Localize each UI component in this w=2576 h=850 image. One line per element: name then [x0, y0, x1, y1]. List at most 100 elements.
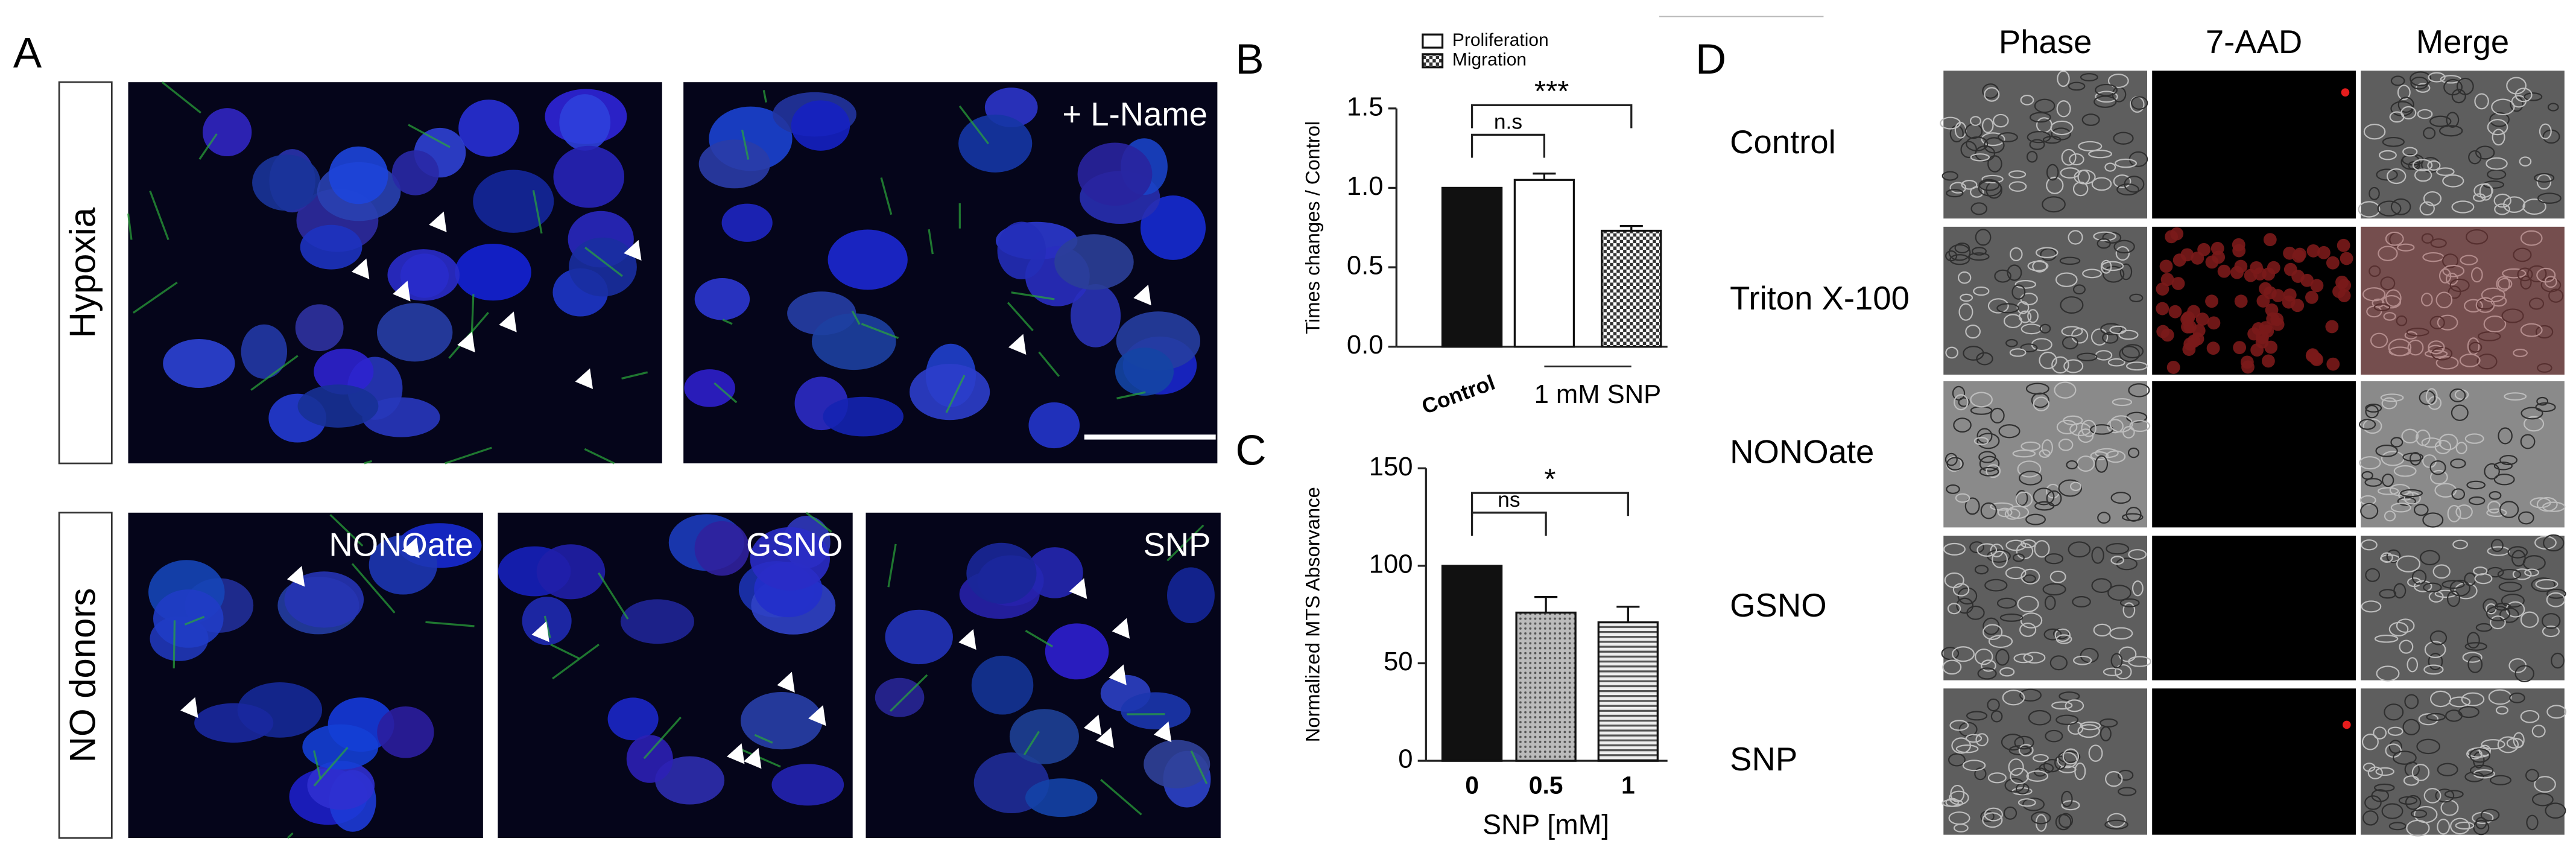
cell	[2388, 338, 2412, 357]
y-tick-label: 0	[1398, 745, 1413, 774]
cell	[2051, 356, 2069, 374]
cell	[1974, 565, 1989, 575]
stained-cell	[2234, 294, 2248, 308]
cell	[1999, 614, 2024, 622]
cell	[2082, 268, 2102, 279]
stained-cell	[2325, 320, 2339, 334]
stained-cell	[2191, 251, 2204, 265]
cell	[1970, 392, 1993, 408]
cell	[2383, 312, 2396, 321]
cell	[2007, 264, 2022, 281]
nucleus	[1115, 347, 1174, 396]
cell	[2476, 354, 2498, 370]
cell	[2401, 428, 2419, 444]
cell	[2360, 503, 2379, 519]
cell	[2474, 573, 2493, 585]
cell	[1954, 394, 1969, 411]
cell	[2025, 513, 2046, 525]
cell	[1983, 137, 2005, 154]
cell	[2546, 705, 2567, 719]
cell	[2518, 511, 2534, 525]
cell	[2057, 70, 2070, 87]
cell	[2005, 539, 2027, 551]
cell	[2046, 490, 2062, 507]
cell	[1949, 790, 1969, 805]
nucleus	[811, 313, 896, 370]
row-label-box	[58, 512, 113, 839]
panel-letter: A	[13, 29, 42, 77]
cell	[2475, 817, 2487, 829]
row-label: Hypoxia	[63, 207, 103, 338]
cell	[2451, 488, 2466, 500]
cell	[1969, 541, 1985, 554]
row-label: NONOate	[1730, 434, 1874, 471]
cell	[2125, 507, 2142, 522]
stained-cell	[2171, 277, 2185, 290]
cell	[2406, 328, 2429, 337]
cell	[1945, 452, 1958, 466]
significance-bracket	[1470, 512, 1547, 536]
cell	[2437, 763, 2458, 776]
cell	[2548, 288, 2564, 303]
cell	[2042, 196, 2066, 213]
cell	[2091, 547, 2104, 564]
cell	[1948, 811, 1970, 825]
micrograph	[2361, 688, 2565, 835]
cell	[1968, 252, 1990, 261]
cell	[2119, 598, 2140, 607]
cell	[2107, 813, 2126, 828]
cell	[2411, 569, 2427, 585]
cell	[2541, 613, 2561, 629]
cell	[1958, 303, 1973, 321]
cell	[2080, 721, 2101, 731]
cell	[2116, 183, 2139, 196]
cell	[2419, 201, 2435, 216]
cell	[2519, 156, 2532, 167]
cell	[2414, 805, 2438, 823]
cell	[2014, 280, 2037, 289]
cell	[2467, 747, 2491, 758]
cell	[2465, 229, 2489, 245]
nucleus	[329, 146, 388, 205]
cell	[2489, 775, 2512, 785]
membrane	[597, 572, 629, 620]
cell	[2362, 287, 2386, 302]
cell	[2046, 163, 2059, 181]
cell	[1964, 497, 1980, 515]
membrane	[149, 190, 169, 241]
cell	[1970, 202, 1988, 215]
cell	[2429, 115, 2452, 127]
cell	[2470, 267, 2483, 283]
cell	[2547, 103, 2559, 112]
membrane	[133, 281, 178, 314]
cell	[2438, 268, 2452, 284]
cell	[2131, 580, 2144, 597]
cell	[2380, 393, 2404, 402]
cell	[2481, 739, 2505, 750]
y-tick-label: 1.0	[1347, 172, 1384, 201]
bar	[1513, 179, 1575, 348]
cell	[2065, 699, 2084, 712]
cell	[2390, 198, 2411, 215]
cell	[2049, 570, 2066, 583]
cell	[1990, 502, 2014, 511]
cell	[2499, 455, 2518, 466]
cell	[2055, 634, 2072, 644]
arrowhead	[499, 311, 517, 332]
cell	[1997, 507, 2013, 518]
cell	[2362, 418, 2382, 434]
cell	[2113, 132, 2134, 145]
cell	[2095, 90, 2118, 103]
cell	[2016, 301, 2030, 314]
cell	[2358, 201, 2381, 218]
stained-cell	[2173, 253, 2186, 267]
nucleus	[694, 278, 750, 320]
stained-cell	[2160, 273, 2174, 287]
cell	[2431, 346, 2453, 361]
cell	[2014, 735, 2034, 750]
cell	[2091, 177, 2112, 191]
cell	[2374, 783, 2395, 792]
cell	[2492, 128, 2505, 146]
cell	[2381, 552, 2393, 563]
